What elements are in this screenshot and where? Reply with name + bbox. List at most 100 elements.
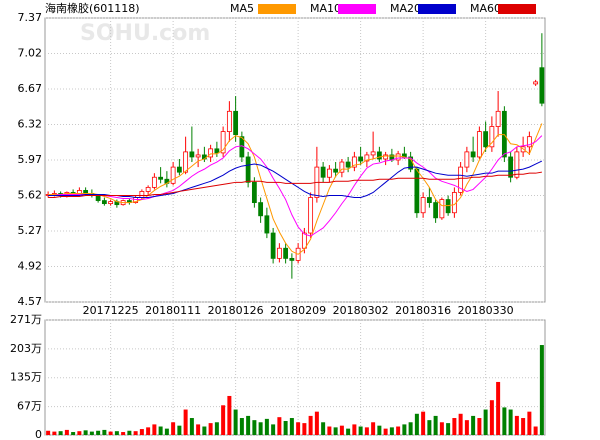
volume-bar <box>64 429 69 435</box>
volume-bar <box>358 426 363 435</box>
y-tick-label: 203万 <box>10 342 42 355</box>
volume-bar <box>496 381 501 435</box>
x-tick-label: 20180209 <box>270 304 326 317</box>
candle-body <box>170 166 176 184</box>
volume-bar <box>252 420 257 435</box>
candle-body <box>476 131 482 158</box>
ma-line <box>48 171 542 199</box>
candle-body <box>320 166 326 178</box>
candle-body <box>208 148 214 158</box>
candle-body <box>145 186 151 192</box>
volume-bar <box>414 413 419 435</box>
volume-bar <box>264 418 269 435</box>
volume-bar <box>227 395 232 435</box>
volume-bar <box>433 415 438 435</box>
candle-body <box>526 136 532 148</box>
volume-bar <box>171 422 176 435</box>
candle-body <box>214 148 220 154</box>
volume-bar <box>177 425 182 435</box>
y-tick-label: 67万 <box>17 400 42 413</box>
volume-bar <box>196 424 201 435</box>
candle-body <box>364 154 370 162</box>
legend-label: MA10 <box>310 2 341 15</box>
volume-bar <box>202 426 207 435</box>
volume-bar <box>146 427 151 435</box>
candle-body <box>270 232 276 259</box>
y-tick-label: 4.92 <box>18 260 43 273</box>
volume-bar <box>402 424 407 435</box>
y-tick-label: 135万 <box>10 371 42 384</box>
volume-bar <box>364 427 369 435</box>
ma-line <box>48 160 543 199</box>
volume-bar <box>321 422 326 435</box>
volume-bar <box>452 418 457 435</box>
volume-bar <box>371 422 376 435</box>
ma-line <box>48 123 543 255</box>
candle-body <box>233 110 239 136</box>
candle-body <box>176 166 182 173</box>
candle-body <box>439 199 445 219</box>
candle-body <box>333 168 339 173</box>
x-tick-label: 20180111 <box>145 304 201 317</box>
candle-body <box>264 215 270 234</box>
volume-bar <box>527 411 532 435</box>
x-tick-label: 20180330 <box>458 304 514 317</box>
volume-bar <box>427 420 432 435</box>
volume-bar <box>396 426 401 435</box>
volume-bar <box>239 418 244 435</box>
volume-bar <box>121 432 126 435</box>
volume-bar <box>89 431 94 435</box>
volume-bar <box>127 430 132 435</box>
candle-body <box>426 197 432 203</box>
candle-body <box>489 126 495 148</box>
volume-bar <box>521 418 526 435</box>
volume-bar <box>258 422 263 435</box>
volume-bar <box>96 430 101 435</box>
candle-body <box>226 110 232 133</box>
candle-body <box>95 195 101 201</box>
candle-body <box>501 110 507 158</box>
candle-body <box>445 199 451 214</box>
volume-bar <box>346 428 351 435</box>
candle-body <box>458 166 464 193</box>
candle-body <box>414 168 420 214</box>
volume-bar <box>439 422 444 435</box>
candle-body <box>283 247 289 259</box>
y-tick-label: 5.27 <box>18 224 43 237</box>
candle-body <box>539 67 545 104</box>
volume-bar <box>377 425 382 435</box>
volume-bar <box>502 407 507 435</box>
volume-bar <box>114 431 119 435</box>
volume-bar <box>246 415 251 435</box>
candle-body <box>220 131 226 154</box>
y-tick-label: 271万 <box>10 313 42 326</box>
candle-body <box>308 197 314 234</box>
volume-bar <box>389 427 394 435</box>
volume-bar <box>383 428 388 435</box>
candle-body <box>289 257 295 261</box>
candle-body <box>395 153 401 161</box>
volume-bar <box>102 429 107 435</box>
volume-bar <box>489 400 494 435</box>
legend-swatch <box>418 4 456 14</box>
volume-bar <box>314 411 319 435</box>
candle-body <box>251 181 257 204</box>
volume-bar <box>233 409 238 435</box>
candle-body <box>351 156 357 168</box>
candle-body <box>339 161 345 173</box>
volume-bar <box>352 424 357 435</box>
volume-bar <box>464 420 469 435</box>
y-tick-label: 4.57 <box>18 295 43 308</box>
candle-body <box>101 200 107 205</box>
volume-bar <box>339 425 344 435</box>
candle-body <box>358 156 364 162</box>
x-tick-label: 20171225 <box>83 304 139 317</box>
candle-body <box>326 168 332 178</box>
candle-body <box>420 197 426 214</box>
volume-bar <box>221 405 226 435</box>
candle-body <box>483 131 489 148</box>
chart-title: 海南橡胶(601118) <box>45 1 140 15</box>
candle-body <box>345 161 351 168</box>
candle-body <box>301 232 307 249</box>
legend-swatch <box>498 4 536 14</box>
